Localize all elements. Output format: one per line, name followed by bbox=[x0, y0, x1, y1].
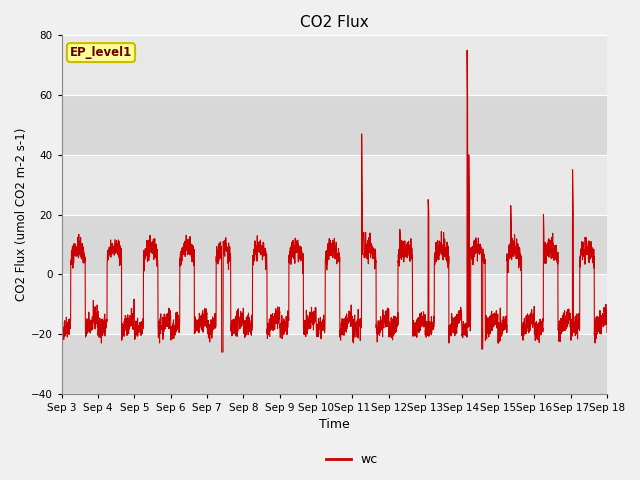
Title: CO2 Flux: CO2 Flux bbox=[300, 15, 369, 30]
Bar bbox=[61, 95, 607, 155]
X-axis label: Time: Time bbox=[319, 419, 349, 432]
Bar bbox=[61, 36, 607, 95]
Bar bbox=[61, 155, 607, 215]
Bar bbox=[61, 275, 607, 334]
Bar bbox=[61, 215, 607, 275]
Text: EP_level1: EP_level1 bbox=[70, 46, 132, 59]
Bar bbox=[61, 334, 607, 394]
Y-axis label: CO2 Flux (umol CO2 m-2 s-1): CO2 Flux (umol CO2 m-2 s-1) bbox=[15, 128, 28, 301]
Legend: wc: wc bbox=[321, 448, 383, 471]
